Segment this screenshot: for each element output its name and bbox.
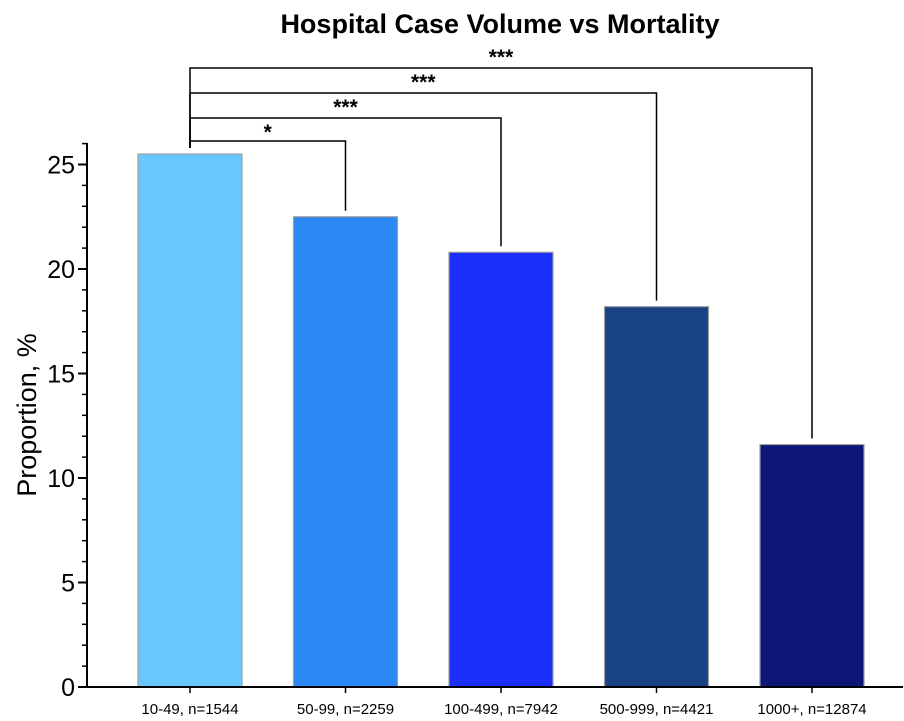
significance-label: *** — [411, 71, 436, 94]
y-axis-label: Proportion, % — [12, 333, 42, 497]
significance-label: *** — [489, 46, 514, 69]
x-tick-label: 100-499, n=7942 — [444, 701, 558, 718]
y-tick-label: 10 — [47, 465, 75, 493]
x-tick-label: 500-999, n=4421 — [600, 701, 714, 718]
y-tick-label: 25 — [47, 152, 75, 180]
y-tick-label: 15 — [47, 361, 75, 389]
significance-brackets: ********** — [189, 46, 813, 439]
axes: 0 5 10 15 20 25 10-49, n=1544 50-99, n=2259 100-… — [47, 142, 903, 718]
bar-3 — [603, 306, 710, 688]
significance-label: *** — [333, 96, 358, 119]
significance-label: * — [264, 121, 273, 144]
x-tick-label: 1000+, n=12874 — [757, 701, 866, 718]
bars-layer — [137, 153, 865, 688]
chart-title: Hospital Case Volume vs Mortality — [280, 9, 719, 39]
x-tick-label: 10-49, n=1544 — [141, 701, 238, 718]
bar-1 — [292, 216, 399, 688]
y-tick-label: 20 — [47, 256, 75, 284]
bar-0 — [137, 153, 243, 688]
x-tick-label: 50-99, n=2259 — [297, 701, 394, 718]
y-tick-label: 0 — [61, 674, 75, 702]
y-tick-label: 5 — [61, 570, 75, 598]
bracket-2 — [189, 92, 658, 301]
bracket-3 — [189, 67, 813, 439]
bar-2 — [448, 251, 554, 688]
bar-4 — [759, 443, 865, 688]
